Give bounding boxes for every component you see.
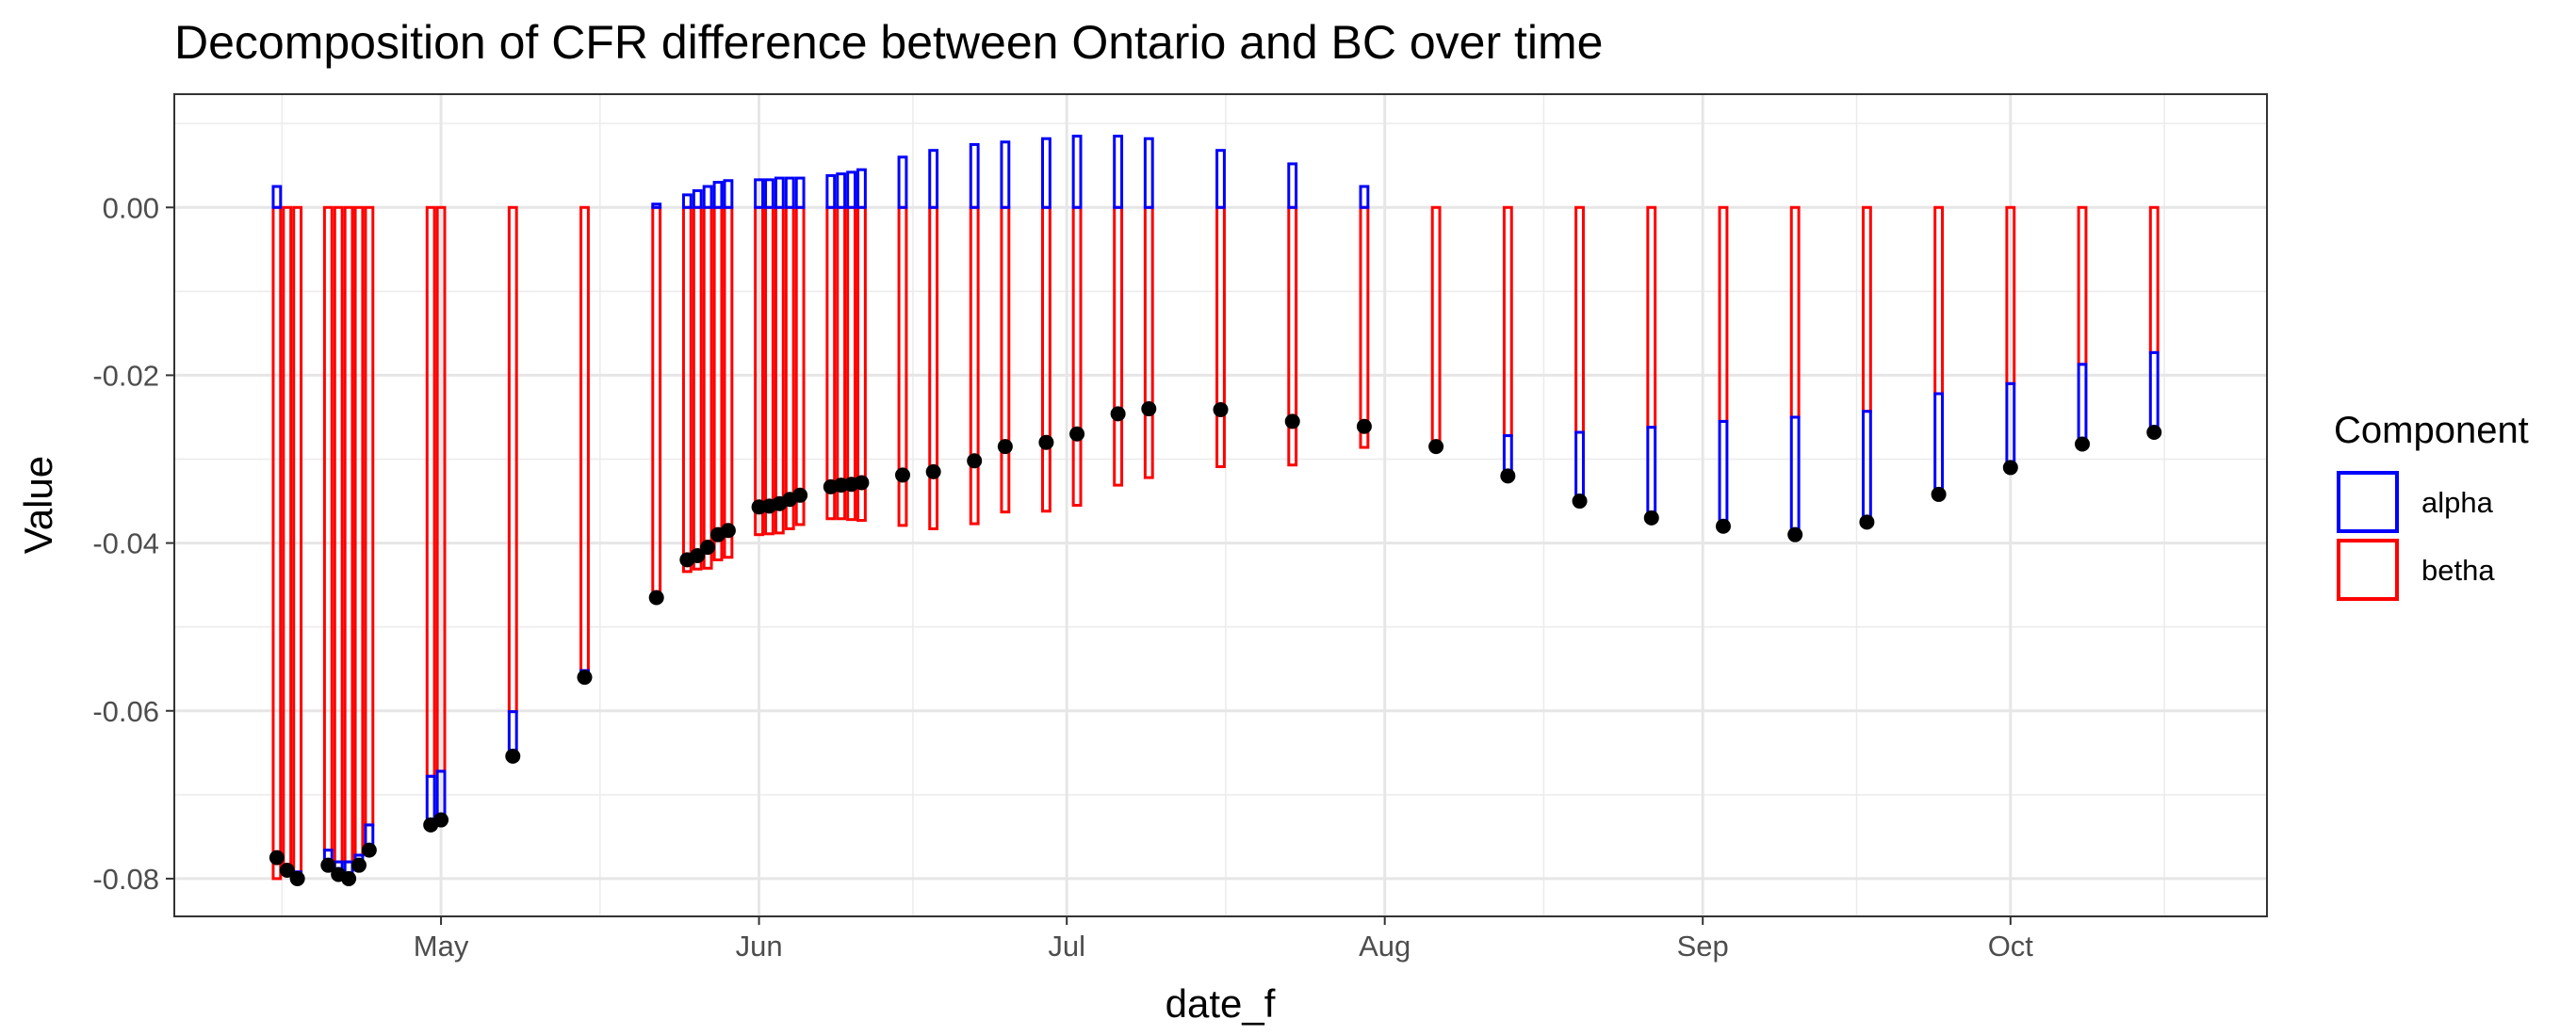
legend-item-alpha: alpha — [2337, 471, 2494, 533]
bar-alpha — [1040, 137, 1052, 209]
bar-alpha — [1143, 137, 1154, 209]
x-axis-title: date_f — [1166, 981, 1276, 1026]
bar-alpha — [1359, 185, 1370, 209]
y-tick-label: -0.06 — [92, 695, 159, 728]
y-tick-label: -0.02 — [92, 359, 159, 392]
y-tick-label: -0.04 — [92, 527, 159, 560]
plot-area — [173, 93, 2268, 917]
y-tick-label: -0.08 — [92, 863, 159, 896]
total-point — [1069, 426, 1085, 442]
bar-alpha — [271, 185, 283, 209]
bar-alpha — [692, 188, 703, 209]
bar-alpha — [651, 202, 662, 209]
y-axis-title: Value — [16, 456, 60, 554]
total-point — [1859, 514, 1875, 530]
total-point — [361, 842, 377, 858]
bar-alpha — [784, 176, 795, 209]
x-tick-label: Sep — [1677, 930, 1729, 963]
total-point — [320, 857, 336, 873]
bar-alpha — [836, 172, 847, 209]
legend-item-betha: betha — [2337, 539, 2495, 601]
total-point — [1931, 486, 1947, 502]
points — [269, 401, 2162, 886]
legend-label-alpha: alpha — [2421, 486, 2494, 519]
total-point — [925, 463, 941, 479]
legend-label-betha: betha — [2421, 554, 2495, 587]
x-tick-label: Aug — [1359, 930, 1410, 963]
bar-alpha — [712, 181, 724, 209]
grid-minor — [174, 94, 2267, 916]
bar-alpha — [723, 179, 734, 209]
total-point — [1110, 406, 1126, 422]
bar-alpha — [969, 142, 980, 209]
bar-alpha — [794, 176, 806, 209]
x-tick-label: Jul — [1048, 930, 1085, 963]
total-point — [1213, 401, 1229, 417]
total-point — [1284, 413, 1300, 429]
legend-key-alpha — [2337, 471, 2399, 533]
bar-alpha — [1215, 149, 1226, 209]
total-point — [1356, 418, 1372, 434]
total-point — [700, 540, 716, 556]
total-point — [997, 439, 1013, 455]
total-point — [967, 453, 983, 469]
total-point — [1038, 434, 1054, 450]
total-point — [648, 590, 664, 606]
x-tick-label: May — [414, 930, 469, 963]
bar-alpha — [928, 149, 939, 209]
total-point — [1715, 518, 1731, 534]
bar-alpha — [856, 168, 867, 209]
total-point — [1428, 439, 1444, 455]
total-point — [1643, 510, 1659, 526]
total-point — [2002, 460, 2018, 476]
bar-alpha — [1287, 162, 1298, 209]
total-point — [279, 863, 295, 879]
chart-title: Decomposition of CFR difference between … — [174, 16, 1603, 69]
bar-alpha — [681, 193, 693, 209]
panel-border — [173, 93, 2268, 917]
bar-alpha — [897, 155, 908, 209]
panel-background — [174, 94, 2267, 916]
bar-alpha — [754, 178, 764, 209]
bar-alpha — [825, 173, 837, 209]
total-point — [289, 870, 305, 886]
total-point — [894, 467, 910, 483]
total-point — [2075, 436, 2091, 452]
bar-alpha — [702, 185, 713, 209]
y-tick-label: 0.00 — [103, 191, 159, 224]
total-point — [269, 850, 285, 866]
legend-title: Component — [2334, 410, 2529, 451]
total-point — [792, 487, 808, 503]
total-point — [505, 748, 521, 764]
total-point — [1572, 494, 1588, 510]
total-point — [341, 870, 357, 886]
total-point — [1500, 468, 1516, 484]
total-point — [720, 523, 736, 539]
legend-key-betha — [2337, 539, 2399, 601]
x-tick-label: Oct — [1988, 930, 2034, 963]
bar-alpha — [1071, 135, 1083, 209]
total-point — [433, 812, 449, 828]
bar-alpha — [774, 176, 785, 209]
bar-alpha — [764, 178, 774, 209]
y-axis: 0.00 -0.02 -0.04 -0.06 -0.08 — [92, 191, 174, 896]
legend: Component alpha betha — [2334, 410, 2529, 601]
total-point — [2146, 424, 2162, 440]
total-point — [351, 857, 367, 873]
x-tick-label: Jun — [736, 930, 783, 963]
bar-alpha — [1113, 135, 1124, 209]
bar-alpha — [1000, 140, 1011, 209]
bar-alpha — [846, 170, 856, 209]
total-point — [690, 547, 706, 563]
x-axis: May Jun Jul Aug Sep Oct — [414, 916, 2034, 963]
total-point — [577, 670, 593, 686]
total-point — [1787, 526, 1803, 542]
total-point — [1141, 401, 1157, 417]
total-point — [854, 475, 870, 491]
